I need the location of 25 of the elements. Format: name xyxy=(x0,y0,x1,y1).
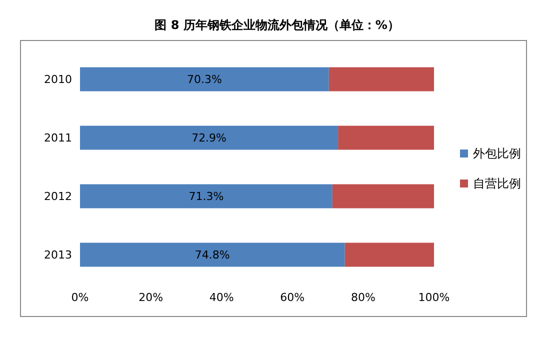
bar xyxy=(332,184,434,208)
data-label: 71.3% xyxy=(188,190,224,203)
bar xyxy=(80,184,332,208)
bar xyxy=(338,126,434,150)
x-tick-label: 80% xyxy=(350,291,376,304)
data-label: 72.9% xyxy=(192,131,227,144)
x-tick-label: 60% xyxy=(280,291,305,304)
bar xyxy=(328,67,434,92)
bar xyxy=(344,242,434,267)
x-tick-label: 0% xyxy=(71,291,89,304)
x-tick-label: 40% xyxy=(209,291,234,304)
y-tick-label: 2013 xyxy=(44,248,72,262)
y-tick-label: 2011 xyxy=(44,131,72,144)
data-label: 74.8% xyxy=(194,248,230,262)
y-tick-label: 2010 xyxy=(44,72,72,86)
legend-label: 自营比例 xyxy=(473,176,521,190)
chart-title: 图 8 历年钢铁企业物流外包情况（单位：%） xyxy=(154,18,400,32)
bar xyxy=(80,126,338,150)
data-label: 70.3% xyxy=(186,72,222,86)
bar xyxy=(80,67,329,92)
legend-label: 外包比例 xyxy=(473,146,521,160)
x-tick-label: 100% xyxy=(418,291,450,304)
bar xyxy=(80,242,345,267)
y-tick-label: 2012 xyxy=(44,190,72,203)
x-tick-label: 20% xyxy=(138,291,164,304)
